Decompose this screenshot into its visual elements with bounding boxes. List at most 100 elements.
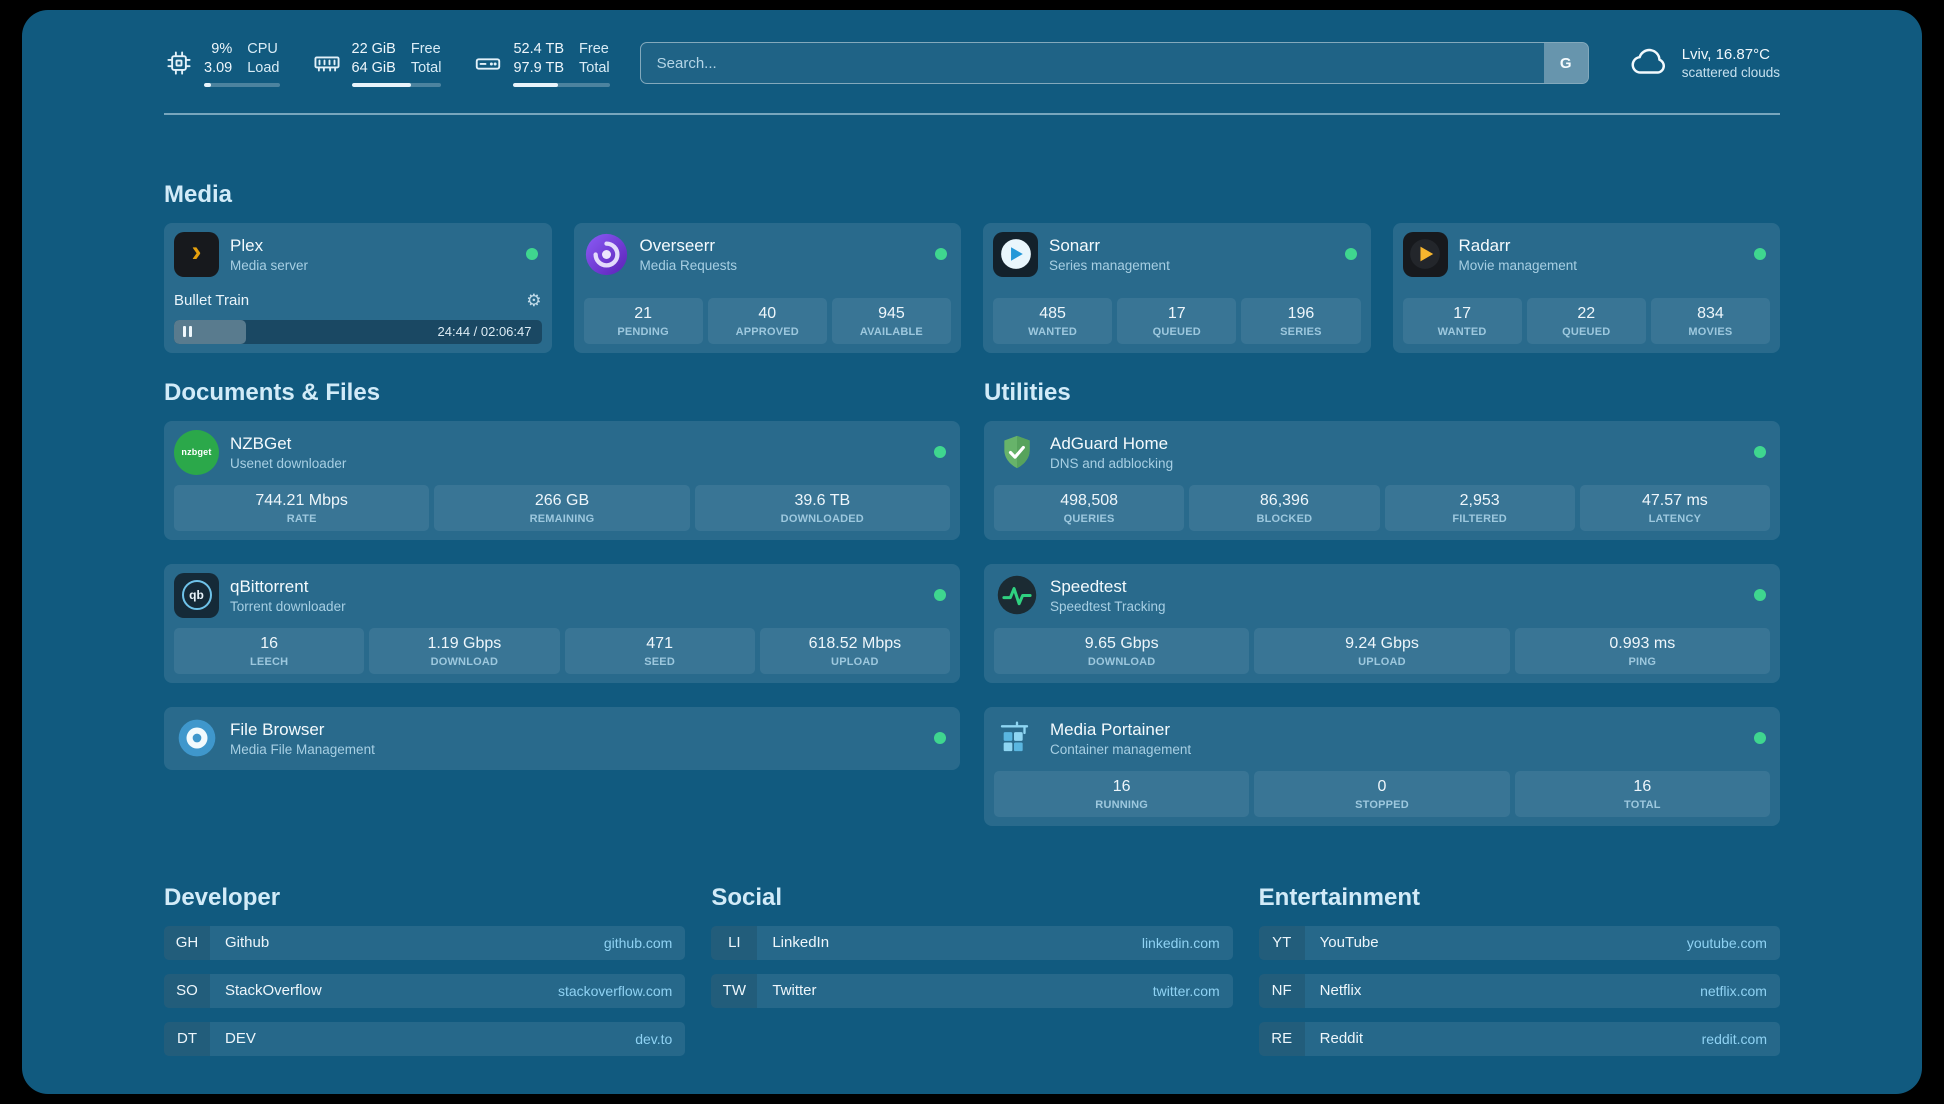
service-card-sonarr[interactable]: Sonarr Series management 485 WANTED 17 Q… <box>983 222 1371 353</box>
service-name: Sonarr <box>1049 235 1101 255</box>
service-name: Plex <box>230 235 264 255</box>
stat-value: 2,953 <box>1459 491 1500 509</box>
service-name: NZBGet <box>230 433 292 453</box>
bookmark-abbr: LI <box>711 925 758 960</box>
stat-value: 9.65 Gbps <box>1084 634 1159 652</box>
stat-value: 485 <box>1039 304 1066 322</box>
plex-player-progress <box>174 319 246 344</box>
service-card-portainer[interactable]: Media Portainer Container management 16 … <box>984 706 1780 826</box>
stat-value: 86,396 <box>1259 491 1309 509</box>
service-card-radarr[interactable]: Radarr Movie management 17 WANTED 22 QUE… <box>1392 222 1780 353</box>
memory-widget: 22 GiB 64 GiB Free Total <box>312 40 442 87</box>
bookmark-youtube[interactable]: YT YouTube youtube.com <box>1258 925 1780 960</box>
stat-label: RATE <box>286 512 317 525</box>
bookmark-dev[interactable]: DT DEV dev.to <box>164 1021 686 1056</box>
stat-label: FILTERED <box>1452 512 1507 525</box>
weather-condition: scattered clouds <box>1681 65 1780 81</box>
stat-label: WANTED <box>1028 325 1078 338</box>
memory-free-value: 22 GiB <box>351 41 396 57</box>
developer-section-title: Developer <box>164 883 281 911</box>
stat-value: 17 <box>1167 304 1186 322</box>
stat-value: 471 <box>646 634 673 652</box>
stat-value: 22 <box>1577 304 1596 322</box>
stat-tile: 196 SERIES <box>1241 297 1361 344</box>
service-card-filebrowser[interactable]: File Browser Media File Management <box>164 706 960 770</box>
service-subtitle: Media server <box>230 257 309 273</box>
stat-label: STOPPED <box>1355 798 1409 811</box>
stat-tile: 618.52 Mbps UPLOAD <box>759 627 950 674</box>
section-media: Media › Plex Media server Bullet Train ⚙ <box>164 181 1780 353</box>
stat-value: 17 <box>1453 304 1471 322</box>
bookmark-twitter[interactable]: TW Twitter twitter.com <box>711 973 1233 1008</box>
bookmark-abbr: GH <box>164 925 210 960</box>
stat-label: SERIES <box>1280 325 1322 338</box>
stat-value: 16 <box>1112 777 1131 795</box>
service-card-nzbget[interactable]: nzbget NZBGet Usenet downloader 744.21 M… <box>164 420 960 540</box>
stat-tile: 21 PENDING <box>583 297 703 344</box>
service-name: File Browser <box>230 719 325 739</box>
stat-label: PING <box>1628 655 1657 668</box>
bookmark-abbr: RE <box>1258 1021 1305 1056</box>
stat-label: REMAINING <box>529 512 595 525</box>
service-name: Speedtest <box>1050 576 1127 596</box>
bookmark-name: Reddit <box>1319 1030 1364 1048</box>
bookmark-abbr: TW <box>711 973 758 1008</box>
bookmark-domain: youtube.com <box>1686 934 1767 951</box>
stat-tile: 834 MOVIES <box>1650 297 1771 344</box>
resource-widgets: 9% 3.09 CPU Load <box>164 40 610 87</box>
stat-label: QUERIES <box>1063 512 1115 525</box>
search-input[interactable] <box>639 42 1589 85</box>
bookmark-domain: linkedin.com <box>1141 934 1220 951</box>
stat-tile: 16 RUNNING <box>994 770 1250 817</box>
service-card-speedtest[interactable]: Speedtest Speedtest Tracking 9.65 Gbps D… <box>984 563 1780 683</box>
plex-player-bar: 24:44 / 02:06:47 <box>174 319 542 344</box>
stat-value: 0.993 ms <box>1609 634 1676 652</box>
pause-icon[interactable] <box>183 326 192 338</box>
service-card-qbittorrent[interactable]: qb qBittorrent Torrent downloader 16 LEE… <box>164 563 960 683</box>
service-subtitle: Container management <box>1050 741 1192 757</box>
bookmark-linkedin[interactable]: LI LinkedIn linkedin.com <box>711 925 1233 960</box>
gear-icon[interactable]: ⚙ <box>526 290 542 310</box>
service-name: AdGuard Home <box>1050 433 1169 453</box>
stat-tile: 9.24 Gbps UPLOAD <box>1254 627 1510 674</box>
weather-widget: Lviv, 16.87°C scattered clouds <box>1629 45 1780 82</box>
search-provider-button[interactable]: G <box>1543 43 1588 84</box>
stat-label: RUNNING <box>1095 798 1149 811</box>
service-card-adguard[interactable]: AdGuard Home DNS and adblocking 498,508 … <box>984 420 1780 540</box>
stat-label: AVAILABLE <box>859 325 923 338</box>
stat-tile: 16 LEECH <box>174 627 365 674</box>
search-bar: G <box>639 42 1589 85</box>
header-divider <box>164 112 1780 115</box>
bookmark-name: StackOverflow <box>225 982 322 1000</box>
stat-value: 47.57 ms <box>1641 491 1708 509</box>
cpu-label-bottom: Load <box>247 59 280 76</box>
stat-label: TOTAL <box>1623 798 1661 811</box>
qbittorrent-logo-text: qb <box>181 580 212 611</box>
portainer-icon <box>994 716 1039 761</box>
stat-value: 16 <box>260 634 279 652</box>
bookmark-reddit[interactable]: RE Reddit reddit.com <box>1258 1021 1780 1056</box>
bookmark-domain: reddit.com <box>1701 1030 1767 1047</box>
section-utilities: Utilities AdGuard Home <box>984 379 1780 826</box>
dashboard: 9% 3.09 CPU Load <box>22 10 1922 1094</box>
stat-label: MOVIES <box>1688 325 1733 338</box>
documents-section-title: Documents & Files <box>164 378 381 406</box>
stat-tile: 1.19 Gbps DOWNLOAD <box>369 627 560 674</box>
service-card-plex[interactable]: › Plex Media server Bullet Train ⚙ <box>164 222 552 353</box>
cpu-label-top: CPU <box>247 41 278 57</box>
bookmark-github[interactable]: GH Github github.com <box>164 925 686 960</box>
stat-value: 21 <box>634 304 652 322</box>
stat-tile: 22 QUEUED <box>1526 297 1646 344</box>
bookmark-stackoverflow[interactable]: SO StackOverflow stackoverflow.com <box>164 973 686 1008</box>
bookmark-netflix[interactable]: NF Netflix netflix.com <box>1258 973 1780 1008</box>
service-card-overseerr[interactable]: Overseerr Media Requests 21 PENDING 40 A… <box>573 222 961 353</box>
bookmark-abbr: NF <box>1258 973 1305 1008</box>
stat-value: 40 <box>758 304 777 322</box>
status-dot <box>934 589 946 602</box>
service-subtitle: Media File Management <box>230 741 375 757</box>
sonarr-icon <box>993 231 1038 277</box>
stat-value: 945 <box>878 304 905 322</box>
stat-label: APPROVED <box>735 325 799 338</box>
stat-tile: 39.6 TB DOWNLOADED <box>694 484 950 531</box>
bookmark-name: DEV <box>225 1030 256 1048</box>
